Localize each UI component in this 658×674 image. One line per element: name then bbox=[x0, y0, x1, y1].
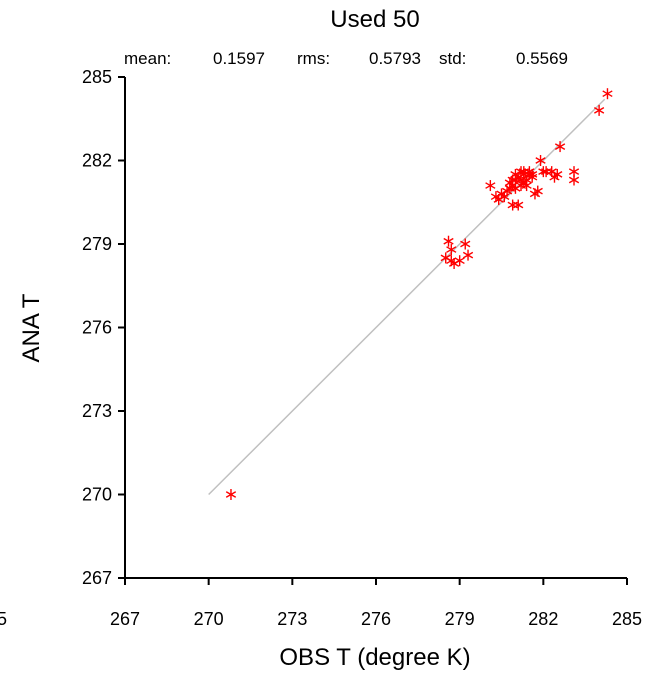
y-tick-label: 282 bbox=[82, 151, 112, 171]
x-tick-label: 282 bbox=[528, 609, 558, 629]
stat-mean-label: mean: bbox=[124, 49, 171, 68]
clipped-tick-label: 5 bbox=[0, 609, 7, 629]
stat-rms-value: 0.5793 bbox=[369, 49, 421, 68]
stat-rms-label: rms: bbox=[297, 49, 330, 68]
data-point bbox=[593, 104, 605, 116]
data-point bbox=[462, 249, 474, 261]
data-point bbox=[507, 199, 518, 211]
data-point bbox=[460, 238, 471, 250]
y-axis-label: ANA T bbox=[18, 293, 45, 362]
y-tick-label: 285 bbox=[82, 67, 112, 87]
stat-std-value: 0.5569 bbox=[516, 49, 568, 68]
data-point bbox=[532, 185, 543, 197]
x-axis-label: OBS T (degree K) bbox=[279, 644, 470, 671]
data-points-layer bbox=[225, 88, 613, 500]
data-point bbox=[515, 174, 527, 186]
reference-line bbox=[208, 98, 606, 496]
data-point bbox=[446, 255, 457, 267]
data-point bbox=[507, 180, 518, 192]
x-tick-label: 273 bbox=[277, 609, 307, 629]
data-point bbox=[554, 141, 566, 153]
data-point bbox=[485, 180, 496, 192]
data-point bbox=[535, 155, 546, 166]
stat-mean-value: 0.1597 bbox=[213, 49, 265, 68]
y-tick-label: 273 bbox=[82, 401, 112, 421]
x-tick-label: 279 bbox=[445, 609, 475, 629]
y-tick-label: 267 bbox=[82, 568, 112, 588]
data-point bbox=[446, 244, 457, 256]
x-tick-label: 270 bbox=[194, 609, 224, 629]
chart-title: Used 50 bbox=[330, 6, 419, 33]
data-point bbox=[527, 171, 538, 183]
data-point bbox=[568, 166, 580, 178]
data-point bbox=[443, 235, 454, 247]
reference-line-layer bbox=[208, 98, 606, 496]
y-tick-label: 270 bbox=[82, 485, 112, 505]
y-tick-label: 279 bbox=[82, 234, 112, 254]
data-point bbox=[513, 199, 524, 211]
data-point bbox=[602, 88, 613, 100]
stat-std-label: std: bbox=[439, 49, 466, 68]
x-ticks: 267 270 273 276 279 282 285 bbox=[110, 578, 642, 629]
data-point bbox=[225, 489, 237, 500]
data-point bbox=[454, 255, 465, 267]
y-ticks: 267 270 273 276 279 282 285 bbox=[82, 67, 125, 588]
x-tick-label: 285 bbox=[612, 609, 642, 629]
data-point bbox=[552, 168, 563, 180]
x-tick-label: 276 bbox=[361, 609, 391, 629]
data-point bbox=[518, 166, 529, 178]
data-point bbox=[510, 168, 521, 180]
data-point bbox=[493, 193, 504, 205]
y-tick-label: 276 bbox=[82, 318, 112, 338]
x-tick-label: 267 bbox=[110, 609, 140, 629]
